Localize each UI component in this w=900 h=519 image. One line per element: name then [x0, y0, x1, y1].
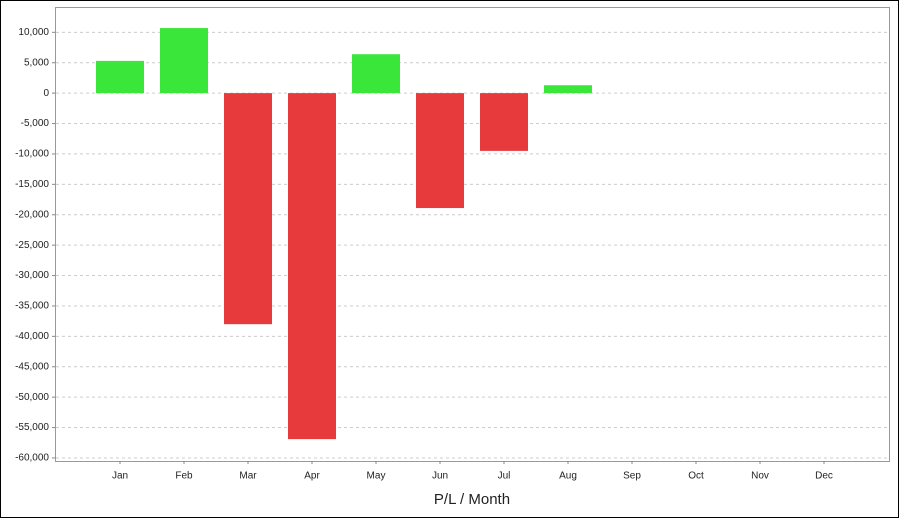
- y-tick-label: -30,000: [15, 270, 49, 281]
- bar: [480, 93, 528, 151]
- y-tick-label: -60,000: [15, 453, 49, 464]
- x-tick-label: May: [367, 471, 386, 482]
- bar: [224, 93, 272, 325]
- bar: [96, 60, 144, 94]
- y-tick-label: -10,000: [15, 149, 49, 160]
- x-tick-label: Dec: [815, 471, 833, 482]
- x-tick-label: Sep: [623, 471, 641, 482]
- bar: [352, 54, 400, 94]
- bar: [160, 28, 208, 94]
- y-tick-label: -20,000: [15, 209, 49, 220]
- y-tick-label: -35,000: [15, 301, 49, 312]
- bar: [416, 93, 464, 209]
- y-tick-label: -15,000: [15, 179, 49, 190]
- y-tick-label: -45,000: [15, 361, 49, 372]
- x-axis-label: P/L / Month: [434, 491, 510, 508]
- bar: [544, 85, 592, 94]
- y-tick-label: 10,000: [18, 27, 49, 38]
- y-tick-label: 0: [43, 88, 49, 99]
- y-tick-label: -25,000: [15, 240, 49, 251]
- y-tick-label: 5,000: [24, 57, 49, 68]
- x-tick-label: Feb: [175, 471, 193, 482]
- y-tick-label: -50,000: [15, 392, 49, 403]
- x-tick-label: Mar: [239, 471, 257, 482]
- bar: [288, 93, 336, 440]
- y-tick-label: -5,000: [21, 118, 50, 129]
- x-tick-label: Nov: [751, 471, 769, 482]
- x-tick-label: Jul: [498, 471, 511, 482]
- y-tick-label: -40,000: [15, 331, 49, 342]
- x-tick-label: Apr: [304, 471, 320, 482]
- x-tick-label: Aug: [559, 471, 577, 482]
- x-tick-label: Jun: [432, 471, 448, 482]
- y-tick-label: -55,000: [15, 422, 49, 433]
- x-tick-label: Jan: [112, 471, 128, 482]
- x-tick-label: Oct: [688, 471, 704, 482]
